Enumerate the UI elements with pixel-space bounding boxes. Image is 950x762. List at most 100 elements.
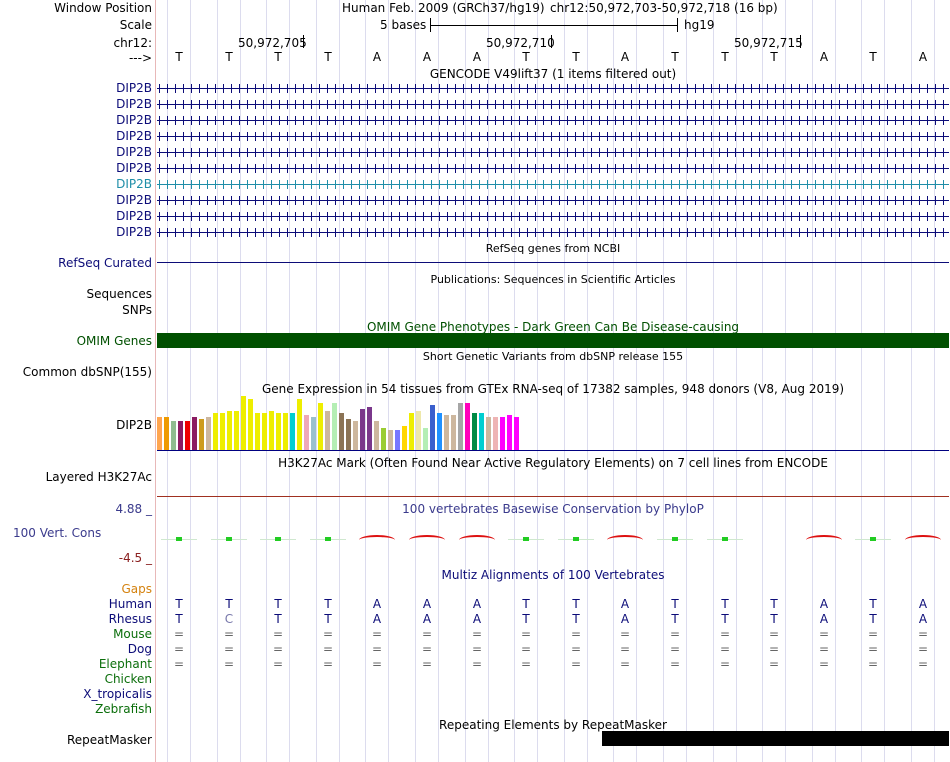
species-label[interactable]: Zebrafish [95, 702, 152, 716]
gencode-transcript[interactable] [157, 180, 949, 189]
phylop-track-title[interactable]: 100 vertebrates Basewise Conservation by… [402, 502, 704, 516]
phylop-negative-score[interactable] [806, 535, 842, 545]
repeatmasker-element[interactable] [602, 731, 949, 746]
gtex-tissue-bar[interactable] [227, 411, 232, 450]
phylop-track-label[interactable]: 100 Vert. Cons [13, 526, 102, 540]
multiz-track-title[interactable]: Multiz Alignments of 100 Vertebrates [441, 568, 665, 582]
species-label[interactable]: Chicken [104, 672, 152, 686]
species-label[interactable]: Dog [127, 642, 152, 656]
gencode-gene-label[interactable]: DIP2B [116, 145, 152, 159]
refseq-track-title[interactable]: RefSeq genes from NCBI [485, 242, 621, 255]
gtex-tissue-bar[interactable] [178, 421, 183, 450]
phylop-positive-score[interactable] [672, 537, 678, 541]
gtex-tissue-bar[interactable] [346, 419, 351, 450]
gtex-tissue-bar[interactable] [472, 413, 477, 450]
species-label[interactable]: Elephant [98, 657, 152, 671]
h3k27ac-track-title[interactable]: H3K27Ac Mark (Often Found Near Active Re… [278, 456, 828, 470]
dbsnp-track-title[interactable]: Short Genetic Variants from dbSNP releas… [422, 350, 684, 363]
gtex-tissue-bar[interactable] [486, 417, 491, 450]
gencode-gene-label[interactable]: DIP2B [116, 209, 152, 223]
gtex-tissue-bar[interactable] [234, 411, 239, 450]
gencode-gene-label[interactable]: DIP2B [116, 81, 152, 95]
gtex-tissue-bar[interactable] [465, 403, 470, 450]
gtex-tissue-bar[interactable] [185, 421, 190, 450]
phylop-positive-score[interactable] [176, 537, 182, 541]
phylop-positive-score[interactable] [523, 537, 529, 541]
phylop-positive-score[interactable] [722, 537, 728, 541]
gencode-transcript[interactable] [157, 132, 949, 141]
gtex-tissue-bar[interactable] [458, 403, 463, 450]
species-label[interactable]: Human [108, 597, 152, 611]
species-label[interactable]: X_tropicalis [83, 687, 152, 701]
gtex-tissue-bar[interactable] [360, 409, 365, 450]
gtex-tissue-bar[interactable] [479, 413, 484, 450]
gtex-tissue-bar[interactable] [339, 413, 344, 450]
gtex-tissue-bar[interactable] [206, 417, 211, 450]
h3k27ac-label[interactable]: Layered H3K27Ac [45, 470, 152, 484]
phylop-positive-score[interactable] [275, 537, 281, 541]
gtex-tissue-bar[interactable] [283, 413, 288, 450]
repeatmasker-label[interactable]: RepeatMasker [66, 733, 152, 747]
gtex-tissue-bar[interactable] [444, 415, 449, 450]
phylop-negative-score[interactable] [459, 535, 495, 545]
gtex-tissue-bar[interactable] [311, 417, 316, 450]
gtex-tissue-bar[interactable] [304, 415, 309, 450]
gtex-tissue-bar[interactable] [423, 428, 428, 450]
publications-snps-label[interactable]: SNPs [122, 303, 152, 317]
scale-label[interactable]: Scale [119, 18, 152, 32]
gtex-gene-label[interactable]: DIP2B [116, 418, 152, 432]
gencode-transcript[interactable] [157, 196, 949, 205]
gencode-transcript[interactable] [157, 164, 949, 173]
gtex-tissue-bar[interactable] [381, 428, 386, 450]
gencode-transcript[interactable] [157, 116, 949, 125]
gtex-tissue-bar[interactable] [332, 403, 337, 450]
gtex-tissue-bar[interactable] [241, 396, 246, 450]
phylop-positive-score[interactable] [226, 537, 232, 541]
gencode-gene-label[interactable]: DIP2B [116, 177, 152, 191]
phylop-negative-score[interactable] [409, 535, 445, 545]
gtex-tissue-bar[interactable] [437, 413, 442, 450]
gtex-tissue-bar[interactable] [248, 399, 253, 450]
species-label[interactable]: Rhesus [108, 612, 152, 626]
gtex-tissue-bar[interactable] [318, 403, 323, 450]
gtex-tissue-bar[interactable] [220, 413, 225, 450]
gencode-gene-label[interactable]: DIP2B [116, 113, 152, 127]
gencode-gene-label[interactable]: DIP2B [116, 129, 152, 143]
gtex-tissue-bar[interactable] [416, 411, 421, 450]
phylop-positive-score[interactable] [325, 537, 331, 541]
gencode-gene-label[interactable]: DIP2B [116, 97, 152, 111]
omim-gene-bar[interactable] [157, 333, 949, 348]
species-label[interactable]: Mouse [113, 627, 152, 641]
phylop-negative-score[interactable] [607, 535, 643, 545]
phylop-positive-score[interactable] [870, 537, 876, 541]
gtex-tissue-bar[interactable] [507, 415, 512, 450]
window-position-label[interactable]: Window Position [54, 1, 152, 15]
gencode-transcript[interactable] [157, 228, 949, 237]
gtex-tissue-bar[interactable] [402, 426, 407, 450]
gencode-transcript[interactable] [157, 100, 949, 109]
gtex-tissue-bar[interactable] [269, 411, 274, 450]
gtex-tissue-bar[interactable] [374, 421, 379, 450]
gtex-tissue-bar[interactable] [213, 413, 218, 450]
omim-track-title[interactable]: OMIM Gene Phenotypes - Dark Green Can Be… [366, 320, 740, 334]
gencode-transcript[interactable] [157, 148, 949, 157]
phylop-positive-score[interactable] [573, 537, 579, 541]
publications-sequences-label[interactable]: Sequences [86, 287, 152, 301]
gtex-tissue-bar[interactable] [325, 411, 330, 450]
gtex-tissue-bar[interactable] [192, 417, 197, 450]
omim-genes-label[interactable]: OMIM Genes [76, 334, 152, 348]
gtex-tissue-bar[interactable] [164, 417, 169, 450]
gaps-label[interactable]: Gaps [121, 582, 152, 596]
publications-track-title[interactable]: Publications: Sequences in Scientific Ar… [430, 273, 676, 286]
gtex-tissue-bar[interactable] [262, 413, 267, 450]
gtex-tissue-bar[interactable] [395, 430, 400, 450]
gtex-tissue-bar[interactable] [367, 407, 372, 450]
gtex-tissue-bar[interactable] [171, 421, 176, 450]
chrom-label[interactable]: chr12: [113, 36, 152, 50]
phylop-negative-score[interactable] [359, 535, 395, 545]
gencode-transcript[interactable] [157, 212, 949, 221]
gencode-gene-label[interactable]: DIP2B [116, 225, 152, 239]
gtex-tissue-bar[interactable] [514, 417, 519, 450]
gtex-tissue-bar[interactable] [500, 417, 505, 450]
gencode-track-title[interactable]: GENCODE V49lift37 (1 items filtered out) [429, 67, 677, 81]
